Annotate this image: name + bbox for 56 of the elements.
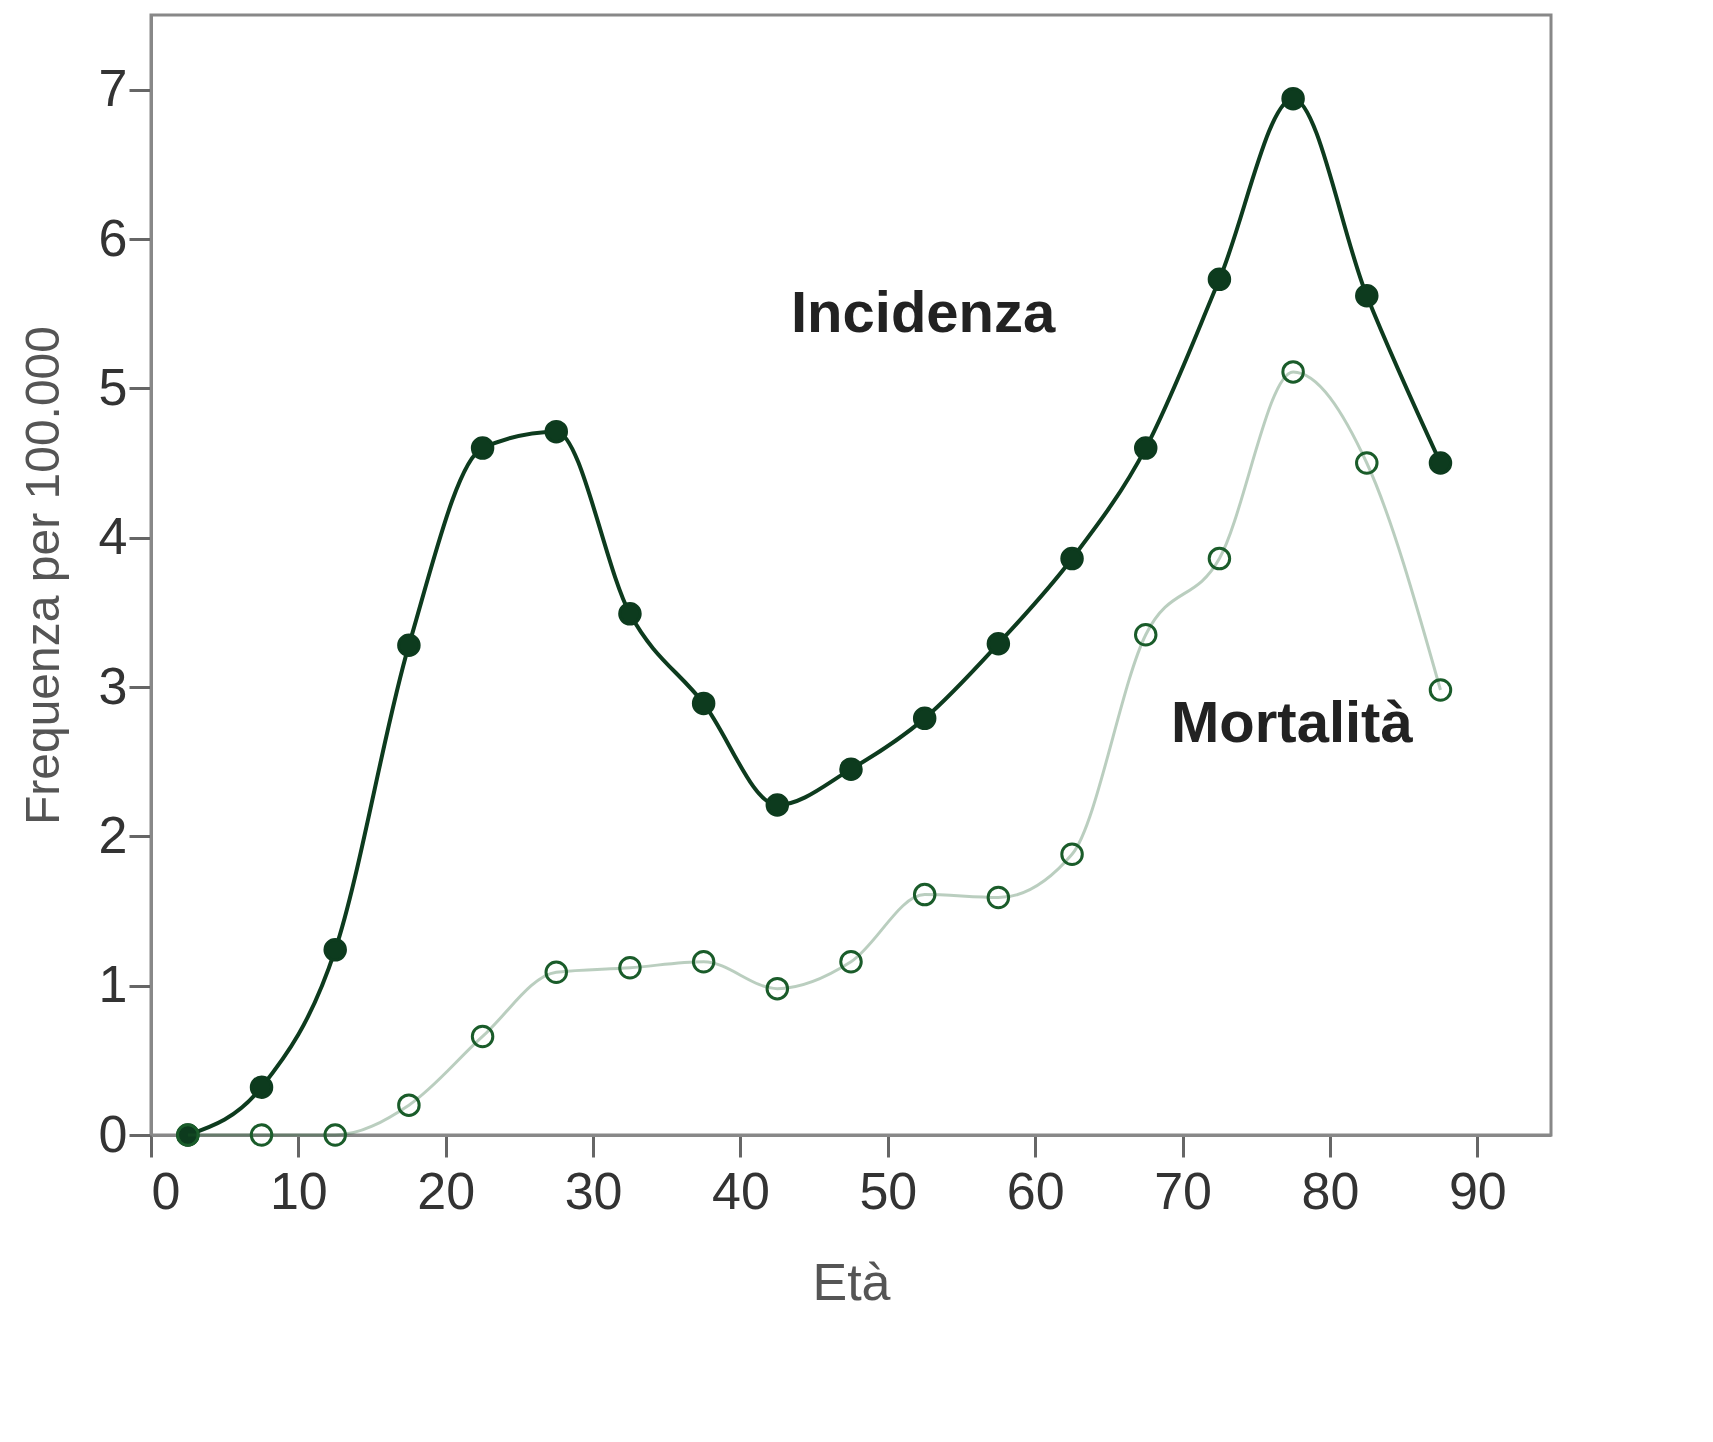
x-tick-label: 50: [859, 1161, 918, 1220]
y-tick-label: 4: [98, 507, 128, 566]
point: [765, 793, 790, 817]
y-tick-label: 7: [98, 59, 128, 118]
y-tick-label: 5: [98, 357, 128, 416]
point: [618, 956, 642, 980]
y-tick-label: 1: [98, 955, 128, 1014]
point: [1355, 451, 1379, 475]
point: [323, 1123, 347, 1147]
point: [249, 1123, 274, 1147]
y-axis-title: Frequenza per 100.000: [15, 325, 69, 826]
y-tick-label: 3: [98, 656, 128, 715]
point: [544, 419, 569, 444]
y-tick-label: 2: [98, 805, 128, 864]
point: [912, 882, 937, 907]
point: [470, 1024, 495, 1049]
point: [1281, 86, 1305, 111]
x-tick-label: 90: [1448, 1161, 1507, 1220]
text: Incidenza: [791, 279, 1057, 344]
point: [1207, 267, 1232, 292]
point: [839, 757, 863, 781]
y-tick-label: 0: [98, 1104, 128, 1163]
point: [1060, 546, 1084, 571]
point: [691, 950, 716, 974]
x-tick-label: 40: [712, 1161, 770, 1220]
point: [1281, 360, 1305, 384]
x-tick-label: 80: [1301, 1161, 1360, 1220]
x-axis-title: Età: [812, 1252, 891, 1311]
point: [618, 602, 642, 626]
point: [691, 691, 716, 716]
point: [397, 1093, 421, 1117]
point: [544, 960, 569, 984]
point: [986, 631, 1011, 656]
point: [912, 706, 937, 731]
point: [765, 976, 790, 1001]
y-tick-label: 6: [98, 208, 128, 267]
x-tick-label: 10: [269, 1161, 328, 1220]
point: [323, 938, 347, 962]
x-tick-label: 60: [1006, 1161, 1065, 1220]
point: [1428, 451, 1453, 475]
point: [397, 633, 421, 657]
point: [1355, 284, 1379, 308]
point: [1207, 546, 1232, 571]
point: [839, 950, 863, 974]
series-label: Mortalità: [1171, 689, 1414, 754]
point: [986, 885, 1011, 910]
x-tick-label: 30: [564, 1161, 623, 1220]
x-tick-label: 70: [1154, 1161, 1212, 1220]
point: [1060, 842, 1084, 866]
x-tick-label: 0: [151, 1161, 181, 1220]
point: [1133, 623, 1158, 647]
point: [1428, 678, 1453, 702]
point: [1133, 436, 1158, 460]
point: [470, 436, 495, 460]
x-tick-label: 20: [417, 1161, 476, 1220]
point: [249, 1075, 274, 1099]
